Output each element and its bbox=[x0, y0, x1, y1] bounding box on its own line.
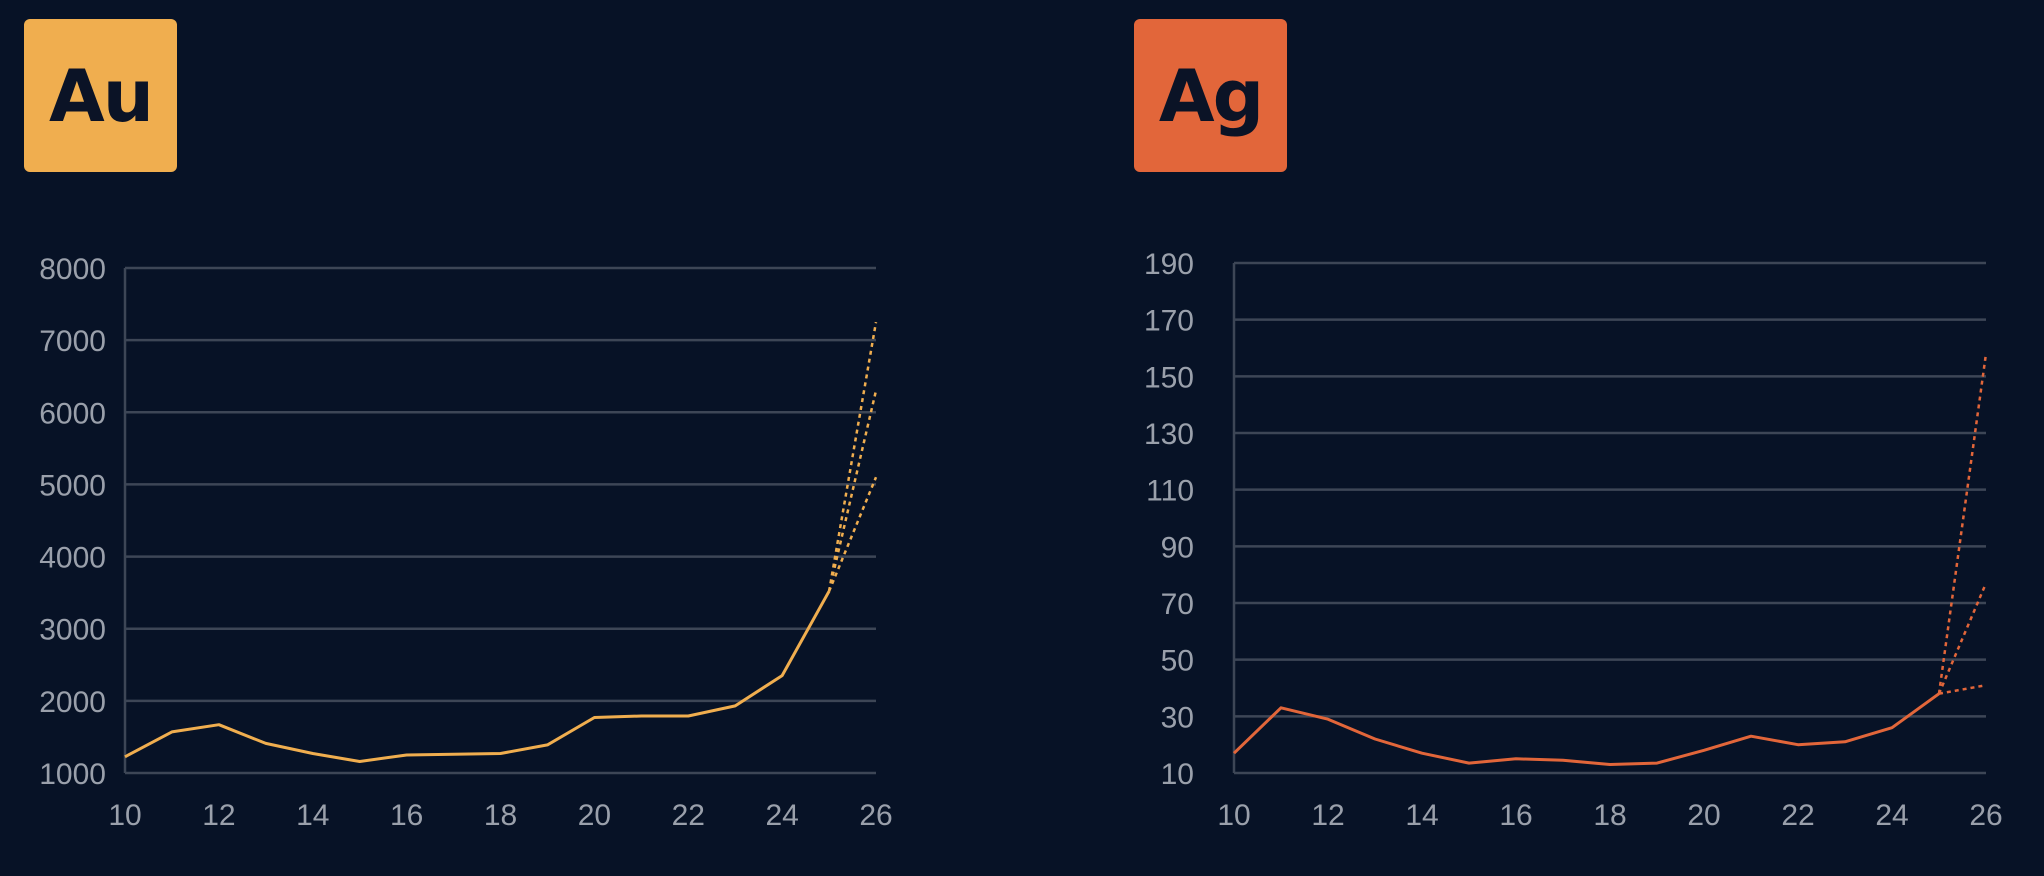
gold-x-tick-label: 24 bbox=[765, 799, 798, 832]
silver-y-tick-label: 190 bbox=[1144, 248, 1194, 281]
gold-price-line bbox=[124, 590, 831, 763]
silver-x-tick-label: 16 bbox=[1499, 799, 1532, 832]
gold-x-tick-label: 22 bbox=[672, 799, 705, 832]
gold-y-tick-label: 8000 bbox=[39, 253, 106, 286]
gold-projection-line bbox=[827, 321, 878, 592]
gold-chart-panel: Au 1000 2000 3000 4000 5000 6000 7000 8000 10 12 1… bbox=[24, 19, 893, 832]
gold-y-tick-label: 5000 bbox=[39, 469, 106, 502]
gold-x-tick-label: 26 bbox=[859, 799, 892, 832]
gold-x-tick-label: 10 bbox=[108, 799, 141, 832]
gold-x-tick-label: 16 bbox=[390, 799, 423, 832]
silver-x-tick-label: 20 bbox=[1687, 799, 1720, 832]
silver-badge: Ag bbox=[1134, 19, 1287, 172]
silver-y-tick-label: 150 bbox=[1144, 361, 1194, 394]
silver-y-tick-label: 130 bbox=[1144, 418, 1194, 451]
gold-y-tick-label: 2000 bbox=[39, 686, 106, 719]
gold-projection-line bbox=[827, 390, 878, 592]
silver-y-tick-label: 70 bbox=[1161, 588, 1194, 621]
gold-y-tick-label: 4000 bbox=[39, 542, 106, 575]
silver-y-tick-label: 30 bbox=[1161, 701, 1194, 734]
gold-badge: Au bbox=[24, 19, 177, 172]
silver-x-tick-label: 14 bbox=[1405, 799, 1438, 832]
gold-y-tick-label: 1000 bbox=[39, 758, 106, 791]
silver-y-tick-label: 170 bbox=[1144, 305, 1194, 338]
silver-y-tick-label: 90 bbox=[1161, 531, 1194, 564]
silver-x-tick-label: 24 bbox=[1875, 799, 1908, 832]
silver-chart-panel: Ag 10 30 50 70 90 110 130 150 170 190 10 12 14 16 18 20… bbox=[1110, 0, 2044, 876]
silver-price-line bbox=[1232, 692, 1940, 766]
silver-price-chart: 10 30 50 70 90 110 130 150 170 190 10 12 14 16 18 20 22 2… bbox=[1144, 248, 2003, 832]
silver-projection-line bbox=[1937, 353, 1988, 694]
gold-y-tick-label: 3000 bbox=[39, 614, 106, 647]
gold-y-tick-label: 7000 bbox=[39, 325, 106, 358]
silver-y-tick-label: 110 bbox=[1146, 475, 1194, 508]
gold-x-tick-label: 18 bbox=[484, 799, 517, 832]
gold-y-tick-label: 6000 bbox=[39, 397, 106, 430]
silver-x-tick-label: 12 bbox=[1311, 799, 1344, 832]
gold-price-chart: 1000 2000 3000 4000 5000 6000 7000 8000 10 12 14 16… bbox=[39, 253, 892, 832]
silver-x-tick-label: 18 bbox=[1593, 799, 1626, 832]
silver-x-tick-label: 26 bbox=[1969, 799, 2002, 832]
gold-x-tick-label: 14 bbox=[296, 799, 329, 832]
silver-projection-line bbox=[1938, 683, 1987, 695]
silver-x-tick-label: 22 bbox=[1781, 799, 1814, 832]
silver-y-tick-label: 50 bbox=[1161, 645, 1194, 678]
silver-x-tick-label: 10 bbox=[1217, 799, 1250, 832]
silver-y-tick-label: 10 bbox=[1161, 758, 1194, 791]
gold-x-tick-label: 12 bbox=[202, 799, 235, 832]
gold-x-tick-label: 20 bbox=[578, 799, 611, 832]
silver-projection-line bbox=[1937, 582, 1988, 695]
